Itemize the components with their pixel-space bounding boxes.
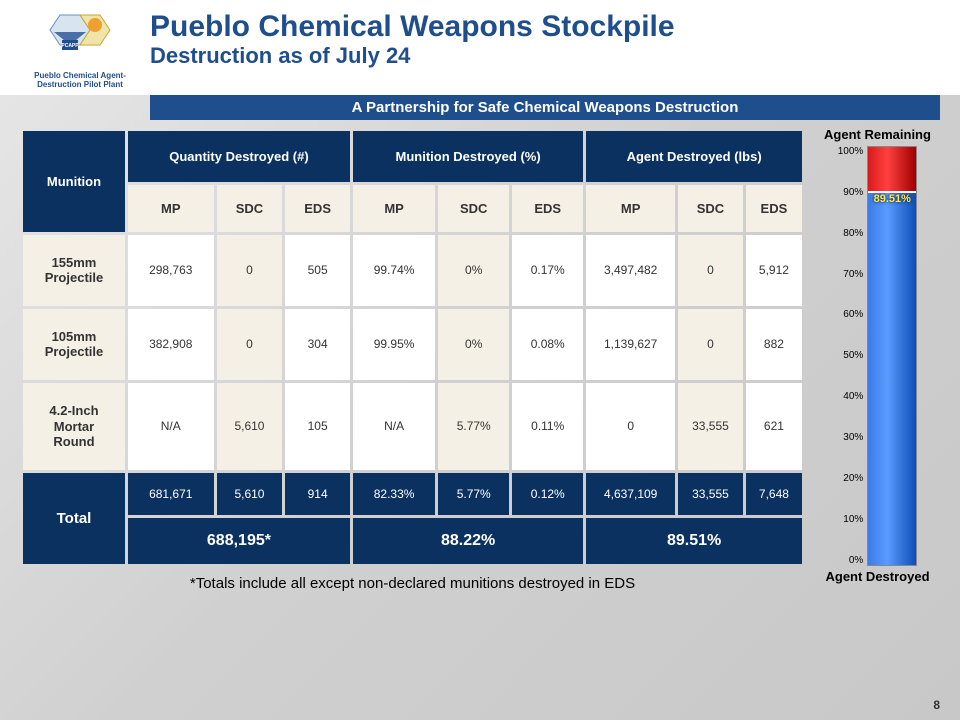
total-cell: 7,648 — [746, 473, 802, 515]
grand-total-cell: 688,195* — [128, 518, 350, 564]
data-table: MunitionQuantity Destroyed (#)Munition D… — [20, 128, 805, 592]
page-title: Pueblo Chemical Weapons Stockpile — [150, 10, 940, 43]
col-group: Quantity Destroyed (#) — [128, 131, 350, 182]
col-group: Munition Destroyed (%) — [353, 131, 583, 182]
data-cell: 5,610 — [217, 383, 283, 470]
axis-tick: 70% — [843, 269, 863, 280]
axis-tick: 100% — [838, 146, 864, 157]
logo-block: PCAPP Pueblo Chemical Agent- Destruction… — [20, 10, 140, 90]
data-cell: 298,763 — [128, 235, 214, 306]
total-cell: 5,610 — [217, 473, 283, 515]
data-cell: 5,912 — [746, 235, 802, 306]
grand-total-cell: 88.22% — [353, 518, 583, 564]
data-cell: 0.11% — [512, 383, 583, 470]
total-cell: 5.77% — [438, 473, 509, 515]
total-cell: 0.12% — [512, 473, 583, 515]
total-label: Total — [23, 473, 125, 564]
data-cell: N/A — [353, 383, 435, 470]
data-cell: 99.95% — [353, 309, 435, 380]
axis-tick: 90% — [843, 187, 863, 198]
col-sub: EDS — [285, 185, 350, 232]
pcapp-logo-icon: PCAPP — [40, 10, 120, 70]
col-munition: Munition — [23, 131, 125, 232]
svg-text:PCAPP: PCAPP — [61, 43, 79, 49]
data-cell: 0% — [438, 235, 509, 306]
axis-tick: 10% — [843, 514, 863, 525]
page-subtitle: Destruction as of July 24 — [150, 43, 940, 69]
col-sub: SDC — [217, 185, 283, 232]
agent-chart: Agent Remaining 100% 90% 80% 70% 60% 50% 40% 30… — [815, 128, 940, 592]
data-cell: 0 — [678, 309, 743, 380]
data-cell: 621 — [746, 383, 802, 470]
col-sub: MP — [353, 185, 435, 232]
axis-tick: 80% — [843, 228, 863, 239]
data-cell: 105 — [285, 383, 350, 470]
data-cell: 304 — [285, 309, 350, 380]
axis-tick: 0% — [849, 555, 863, 566]
page-number: 8 — [933, 698, 940, 712]
data-cell: 3,497,482 — [586, 235, 675, 306]
grand-total-cell: 89.51% — [586, 518, 802, 564]
data-cell: 0 — [586, 383, 675, 470]
col-sub: EDS — [512, 185, 583, 232]
total-cell: 681,671 — [128, 473, 214, 515]
data-cell: N/A — [128, 383, 214, 470]
data-cell: 0.17% — [512, 235, 583, 306]
chart-remaining-segment — [868, 147, 916, 191]
col-sub: SDC — [678, 185, 743, 232]
content: MunitionQuantity Destroyed (#)Munition D… — [0, 128, 960, 592]
col-sub: MP — [128, 185, 214, 232]
data-cell: 505 — [285, 235, 350, 306]
col-sub: SDC — [438, 185, 509, 232]
axis-tick: 50% — [843, 350, 863, 361]
chart-percent-label: 89.51% — [868, 193, 916, 205]
data-cell: 0 — [217, 235, 283, 306]
header: PCAPP Pueblo Chemical Agent- Destruction… — [0, 0, 960, 95]
footnote: *Totals include all except non-declared … — [20, 575, 805, 592]
data-cell: 382,908 — [128, 309, 214, 380]
chart-axis: 100% 90% 80% 70% 60% 50% 40% 30% 20% 10% 0% — [838, 146, 868, 566]
row-label: 155mmProjectile — [23, 235, 125, 306]
logo-caption: Pueblo Chemical Agent- Destruction Pilot… — [20, 72, 140, 90]
data-cell: 0.08% — [512, 309, 583, 380]
data-cell: 1,139,627 — [586, 309, 675, 380]
axis-tick: 60% — [843, 309, 863, 320]
total-cell: 914 — [285, 473, 350, 515]
partnership-banner: A Partnership for Safe Chemical Weapons … — [150, 95, 940, 120]
col-sub: EDS — [746, 185, 802, 232]
row-label: 4.2-InchMortarRound — [23, 383, 125, 470]
data-cell: 33,555 — [678, 383, 743, 470]
total-cell: 4,637,109 — [586, 473, 675, 515]
data-cell: 0% — [438, 309, 509, 380]
title-block: Pueblo Chemical Weapons Stockpile Destru… — [140, 10, 940, 69]
axis-tick: 40% — [843, 391, 863, 402]
axis-tick: 20% — [843, 473, 863, 484]
chart-bar: 89.51% — [867, 146, 917, 566]
row-label: 105mmProjectile — [23, 309, 125, 380]
col-group: Agent Destroyed (lbs) — [586, 131, 802, 182]
data-cell: 882 — [746, 309, 802, 380]
total-cell: 33,555 — [678, 473, 743, 515]
data-cell: 99.74% — [353, 235, 435, 306]
data-cell: 0 — [678, 235, 743, 306]
col-sub: MP — [586, 185, 675, 232]
data-cell: 0 — [217, 309, 283, 380]
total-cell: 82.33% — [353, 473, 435, 515]
chart-title-bot: Agent Destroyed — [825, 570, 929, 584]
data-cell: 5.77% — [438, 383, 509, 470]
chart-area: 100% 90% 80% 70% 60% 50% 40% 30% 20% 10% 0% 89.51% — [838, 146, 918, 566]
axis-tick: 30% — [843, 432, 863, 443]
chart-title-top: Agent Remaining — [824, 128, 931, 142]
